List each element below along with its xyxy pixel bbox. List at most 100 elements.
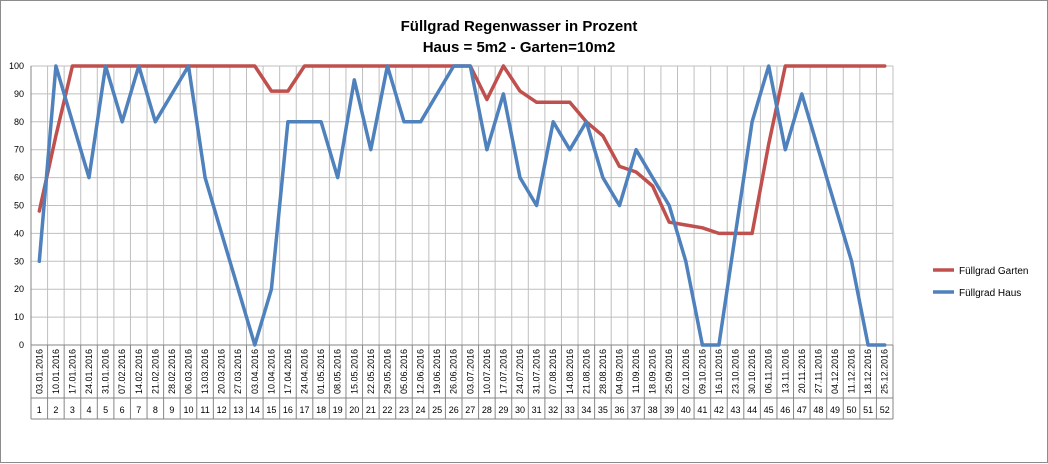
y-tick-label: 50 bbox=[14, 201, 24, 211]
x-week-label: 44 bbox=[747, 405, 757, 415]
x-date-label: 13.11.2016 bbox=[780, 349, 790, 393]
x-date-label: 15.05.2016 bbox=[349, 349, 359, 394]
x-date-label: 24.07.2016 bbox=[515, 349, 525, 394]
x-week-label: 12 bbox=[217, 405, 227, 415]
x-week-label: 23 bbox=[399, 405, 409, 415]
series-line-haus bbox=[37, 64, 887, 347]
x-week-label: 43 bbox=[731, 405, 741, 415]
x-date-label: 18.12.2016 bbox=[863, 349, 873, 394]
legend-label-garten: Füllgrad Garten bbox=[959, 266, 1028, 277]
x-date-label: 01.05.2016 bbox=[316, 349, 326, 394]
x-week-label: 22 bbox=[382, 405, 392, 415]
x-week-label: 30 bbox=[515, 405, 525, 415]
x-week-label: 14 bbox=[250, 405, 260, 415]
x-date-label: 11.12.2016 bbox=[847, 349, 857, 393]
x-week-label: 10 bbox=[183, 405, 193, 415]
x-week-label: 42 bbox=[714, 405, 724, 415]
x-week-label: 7 bbox=[136, 405, 141, 415]
x-week-label: 5 bbox=[103, 405, 108, 415]
x-week-label: 11 bbox=[200, 405, 209, 415]
x-week-label: 49 bbox=[830, 405, 840, 415]
x-week-label: 8 bbox=[153, 405, 158, 415]
x-date-label: 03.01.2016 bbox=[34, 349, 44, 394]
x-week-label: 3 bbox=[70, 405, 75, 415]
x-date-label: 27.03.2016 bbox=[233, 349, 243, 394]
x-date-label: 28.08.2016 bbox=[598, 349, 608, 394]
x-date-label: 22.05.2016 bbox=[366, 349, 376, 394]
x-date-label: 06.03.2016 bbox=[183, 349, 193, 394]
x-week-label: 18 bbox=[316, 405, 326, 415]
x-week-label: 37 bbox=[631, 405, 641, 415]
x-date-label: 10.07.2016 bbox=[482, 349, 492, 394]
x-week-label: 13 bbox=[233, 405, 243, 415]
x-week-label: 32 bbox=[548, 405, 558, 415]
x-date-label: 17.01.2016 bbox=[67, 349, 77, 394]
x-week-label: 24 bbox=[416, 405, 426, 415]
x-date-label: 08.05.2016 bbox=[333, 349, 343, 394]
x-date-label: 23.10.2016 bbox=[731, 349, 741, 394]
x-week-label: 27 bbox=[465, 405, 475, 415]
x-week-label: 15 bbox=[266, 405, 276, 415]
x-date-label: 21.02.2016 bbox=[150, 349, 160, 394]
series-lines bbox=[37, 64, 887, 347]
x-date-label: 20.11.2016 bbox=[797, 349, 807, 393]
y-tick-label: 80 bbox=[14, 117, 24, 127]
x-date-label: 25.09.2016 bbox=[664, 349, 674, 394]
x-week-label: 2 bbox=[53, 405, 58, 415]
x-date-label: 24.04.2016 bbox=[300, 349, 310, 394]
x-date-label: 18.09.2016 bbox=[648, 349, 658, 394]
y-tick-label: 90 bbox=[14, 89, 24, 99]
x-week-label: 25 bbox=[432, 405, 442, 415]
x-week-label: 39 bbox=[664, 405, 674, 415]
x-date-label: 30.10.2016 bbox=[747, 349, 757, 394]
x-date-label: 12.06.2016 bbox=[416, 349, 426, 394]
x-week-label: 31 bbox=[532, 405, 542, 415]
x-date-label: 21.08.2016 bbox=[581, 349, 591, 394]
x-week-label: 38 bbox=[648, 405, 658, 415]
x-week-label: 16 bbox=[283, 405, 293, 415]
x-date-label: 04.09.2016 bbox=[614, 349, 624, 394]
x-week-label: 28 bbox=[482, 405, 492, 415]
legend-label-haus: Füllgrad Haus bbox=[959, 288, 1021, 299]
y-tick-label: 40 bbox=[14, 228, 24, 238]
axes bbox=[30, 66, 894, 420]
chart-subtitle: Haus = 5m2 - Garten=10m2 bbox=[423, 39, 616, 56]
x-week-label: 20 bbox=[349, 405, 359, 415]
x-week-label: 6 bbox=[120, 405, 125, 415]
y-tick-label: 60 bbox=[14, 173, 24, 183]
legend: Füllgrad Garten Füllgrad Haus bbox=[933, 266, 1028, 299]
x-date-label: 07.02.2016 bbox=[117, 349, 127, 394]
x-week-label: 36 bbox=[614, 405, 624, 415]
x-date-label: 29.05.2016 bbox=[382, 349, 392, 394]
x-date-label: 31.01.2016 bbox=[101, 349, 111, 394]
x-week-label: 4 bbox=[87, 405, 92, 415]
y-tick-labels: 0 10 20 30 40 50 60 70 80 90 100 bbox=[9, 61, 24, 350]
x-week-label: 21 bbox=[366, 405, 376, 415]
x-date-label: 27.11.2016 bbox=[813, 349, 823, 393]
x-date-label: 20.03.2016 bbox=[217, 349, 227, 394]
x-date-label: 31.07.2016 bbox=[532, 349, 542, 394]
x-week-label: 26 bbox=[449, 405, 459, 415]
x-week-label: 52 bbox=[880, 405, 890, 415]
x-date-label: 05.06.2016 bbox=[399, 349, 409, 394]
x-week-label: 17 bbox=[300, 405, 310, 415]
x-tick-labels: 03.01.2016 10.01.2016 17.01.2016 24.01.2016… bbox=[34, 349, 889, 415]
x-date-label: 11.09.2016 bbox=[631, 349, 641, 393]
x-date-label: 28.02.2016 bbox=[167, 349, 177, 394]
x-week-label: 51 bbox=[863, 405, 873, 415]
x-week-label: 50 bbox=[847, 405, 857, 415]
x-week-label: 19 bbox=[333, 405, 343, 415]
x-date-label: 14.02.2016 bbox=[134, 349, 144, 394]
x-date-label: 16.10.2016 bbox=[714, 349, 724, 394]
x-week-label: 45 bbox=[764, 405, 774, 415]
x-week-label: 46 bbox=[780, 405, 790, 415]
y-tick-label: 70 bbox=[14, 145, 24, 155]
x-date-label: 03.04.2016 bbox=[250, 349, 260, 394]
x-date-label: 07.08.2016 bbox=[548, 349, 558, 394]
x-week-label: 1 bbox=[37, 405, 42, 415]
x-week-label: 40 bbox=[681, 405, 691, 415]
x-week-label: 34 bbox=[581, 405, 591, 415]
x-date-label: 10.04.2016 bbox=[266, 349, 276, 394]
chart-title: Füllgrad Regenwasser in Prozent bbox=[401, 18, 638, 35]
